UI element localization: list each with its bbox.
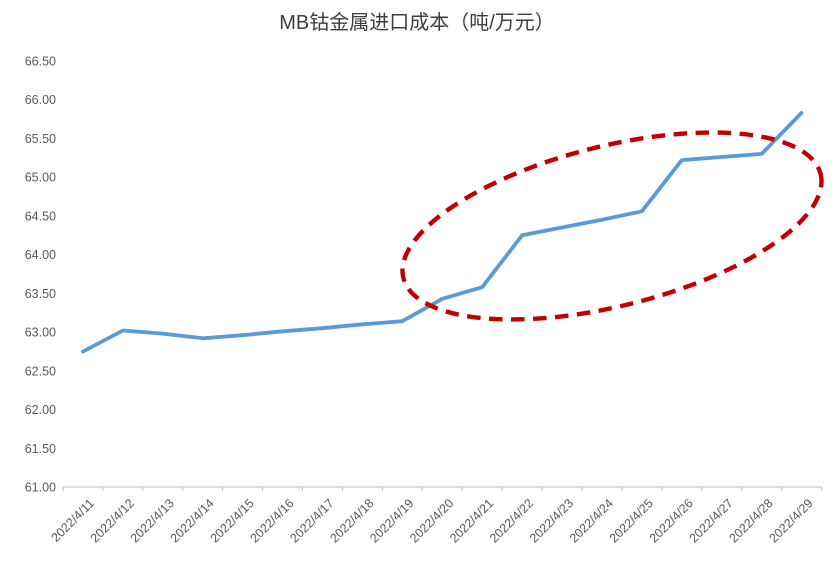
y-axis-tick-label: 61.50 <box>25 442 56 456</box>
y-axis-tick-label: 61.00 <box>25 481 56 495</box>
y-axis-tick-label: 63.00 <box>25 326 56 340</box>
y-axis-tick-label: 64.50 <box>25 209 56 223</box>
y-axis-tick-label: 65.00 <box>25 171 56 185</box>
x-axis-tick-label: 2022/4/29 <box>766 496 815 545</box>
chart-title: MB钴金属进口成本（吨/万元） <box>279 11 555 34</box>
data-line-series-0 <box>81 111 804 354</box>
y-axis-tick-label: 62.00 <box>25 403 56 417</box>
y-axis-tick-label: 63.50 <box>25 287 56 301</box>
y-axis-tick-label: 62.50 <box>25 364 56 378</box>
y-axis-tick-label: 65.50 <box>25 132 56 146</box>
y-axis-tick-label: 66.50 <box>25 55 56 69</box>
annotation-ellipse <box>400 130 824 322</box>
y-axis-tick-label: 66.00 <box>25 93 56 107</box>
y-axis-tick-label: 64.00 <box>25 248 56 262</box>
